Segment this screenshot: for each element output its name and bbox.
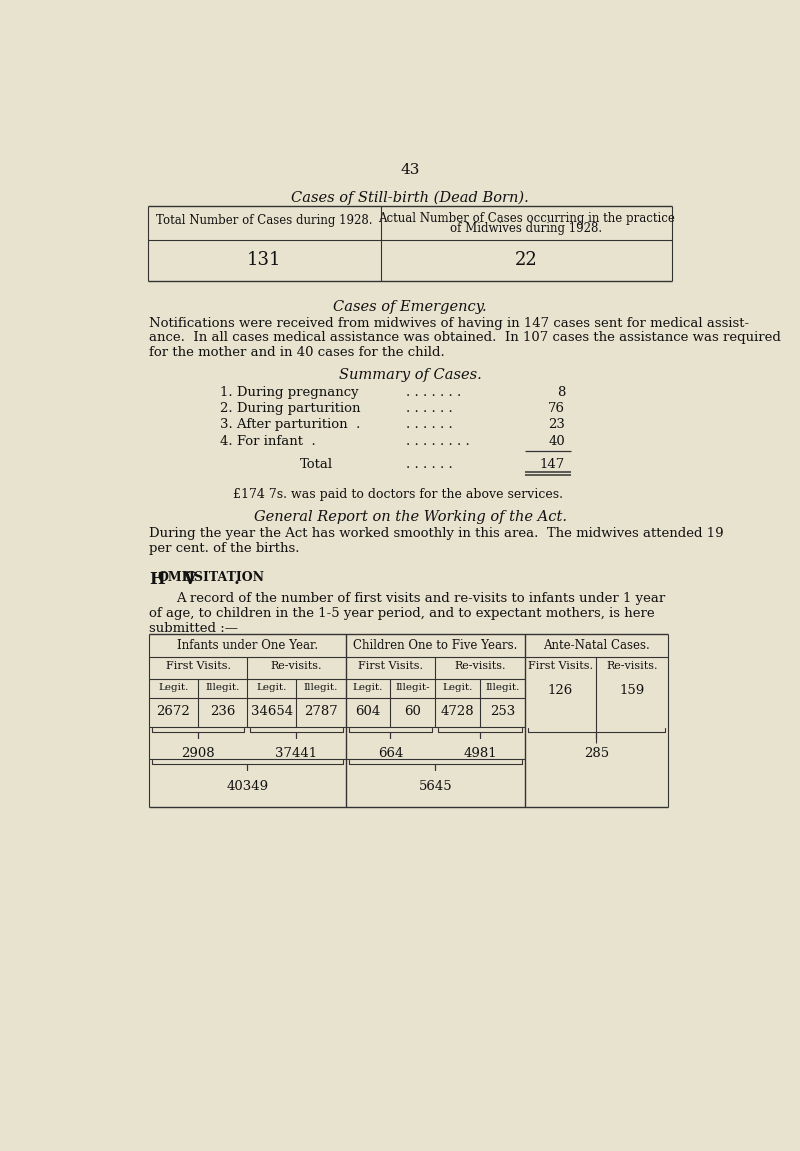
Text: 159: 159	[620, 684, 645, 698]
Text: Infants under One Year.: Infants under One Year.	[177, 639, 318, 651]
Text: . . . . . . .: . . . . . . .	[406, 386, 462, 399]
Text: 2787: 2787	[304, 704, 338, 718]
Text: Notifications were received from midwives of having in 147 cases sent for medica: Notifications were received from midwive…	[149, 317, 749, 329]
Text: General Report on the Working of the Act.: General Report on the Working of the Act…	[254, 510, 566, 524]
Text: H: H	[149, 571, 165, 588]
Text: ISITATION: ISITATION	[188, 571, 264, 584]
Text: Illegit.: Illegit.	[206, 683, 240, 692]
Text: Re-visits.: Re-visits.	[606, 661, 658, 671]
Text: Legit.: Legit.	[442, 683, 473, 692]
Text: 34654: 34654	[250, 704, 293, 718]
Text: .: .	[234, 571, 240, 588]
Text: 5645: 5645	[418, 779, 452, 793]
Text: 126: 126	[548, 684, 573, 698]
Text: 2908: 2908	[182, 747, 215, 760]
Text: Cases of Emergency.: Cases of Emergency.	[333, 299, 487, 314]
Text: 76: 76	[548, 402, 565, 416]
Text: Illegit.: Illegit.	[485, 683, 519, 692]
Text: Actual Number of Cases occurring in the practice: Actual Number of Cases occurring in the …	[378, 212, 674, 226]
Text: Legit.: Legit.	[158, 683, 189, 692]
Text: Cases of Still-birth (Dead Born).: Cases of Still-birth (Dead Born).	[291, 190, 529, 205]
Text: 22: 22	[515, 251, 538, 268]
Text: Children One to Five Years.: Children One to Five Years.	[353, 639, 518, 651]
Text: First Visits.: First Visits.	[358, 661, 423, 671]
Text: 60: 60	[404, 704, 422, 718]
Text: 253: 253	[490, 704, 515, 718]
Text: OME: OME	[158, 571, 191, 584]
Text: . . . . . .: . . . . . .	[406, 419, 453, 432]
Text: A record of the number of first visits and re-visits to infants under 1 year: A record of the number of first visits a…	[176, 593, 666, 605]
Text: Re-visits.: Re-visits.	[270, 661, 322, 671]
Text: Total: Total	[300, 458, 333, 471]
Text: per cent. of the births.: per cent. of the births.	[149, 542, 299, 555]
Text: 37441: 37441	[275, 747, 318, 760]
Text: . . . . . .: . . . . . .	[406, 458, 453, 471]
Text: Ante-Natal Cases.: Ante-Natal Cases.	[543, 639, 650, 651]
Text: of Midwives during 1928.: of Midwives during 1928.	[450, 222, 602, 235]
Text: 664: 664	[378, 747, 403, 760]
Text: Summary of Cases.: Summary of Cases.	[338, 367, 482, 382]
Text: 40349: 40349	[226, 779, 268, 793]
Text: ance.  In all cases medical assistance was obtained.  In 107 cases the assistanc: ance. In all cases medical assistance wa…	[149, 331, 781, 344]
Text: First Visits.: First Visits.	[166, 661, 230, 671]
Text: During the year the Act has worked smoothly in this area.  The midwives attended: During the year the Act has worked smoot…	[149, 527, 723, 540]
Text: 4. For infant  .: 4. For infant .	[220, 435, 316, 448]
Text: 131: 131	[247, 251, 282, 268]
Text: . . . . . .: . . . . . .	[406, 402, 453, 416]
Text: 4728: 4728	[441, 704, 474, 718]
Text: 1. During pregnancy: 1. During pregnancy	[220, 386, 358, 399]
Text: . . . . . . . .: . . . . . . . .	[406, 435, 470, 448]
Text: 236: 236	[210, 704, 235, 718]
Text: Legit.: Legit.	[353, 683, 383, 692]
Text: 23: 23	[548, 419, 565, 432]
Text: 3. After parturition  .: 3. After parturition .	[220, 419, 361, 432]
Text: submitted :—: submitted :—	[149, 622, 238, 634]
Text: 40: 40	[548, 435, 565, 448]
Text: Illegit-: Illegit-	[395, 683, 430, 692]
Text: 147: 147	[540, 458, 565, 471]
Text: Legit.: Legit.	[257, 683, 287, 692]
Text: Re-visits.: Re-visits.	[454, 661, 506, 671]
Text: First Visits.: First Visits.	[528, 661, 593, 671]
Text: 2672: 2672	[157, 704, 190, 718]
Text: 43: 43	[400, 162, 420, 177]
Text: for the mother and in 40 cases for the child.: for the mother and in 40 cases for the c…	[149, 346, 445, 359]
Text: 2. During parturition: 2. During parturition	[220, 402, 361, 416]
Text: 8: 8	[557, 386, 565, 399]
Text: 4981: 4981	[463, 747, 497, 760]
Text: V: V	[178, 571, 196, 588]
Text: 285: 285	[584, 747, 609, 760]
Text: £174 7s. was paid to doctors for the above services.: £174 7s. was paid to doctors for the abo…	[234, 488, 563, 502]
Text: Illegit.: Illegit.	[304, 683, 338, 692]
Text: Total Number of Cases during 1928.: Total Number of Cases during 1928.	[156, 214, 373, 227]
Text: of age, to children in the 1-5 year period, and to expectant mothers, is here: of age, to children in the 1-5 year peri…	[149, 607, 654, 620]
Text: 604: 604	[355, 704, 381, 718]
